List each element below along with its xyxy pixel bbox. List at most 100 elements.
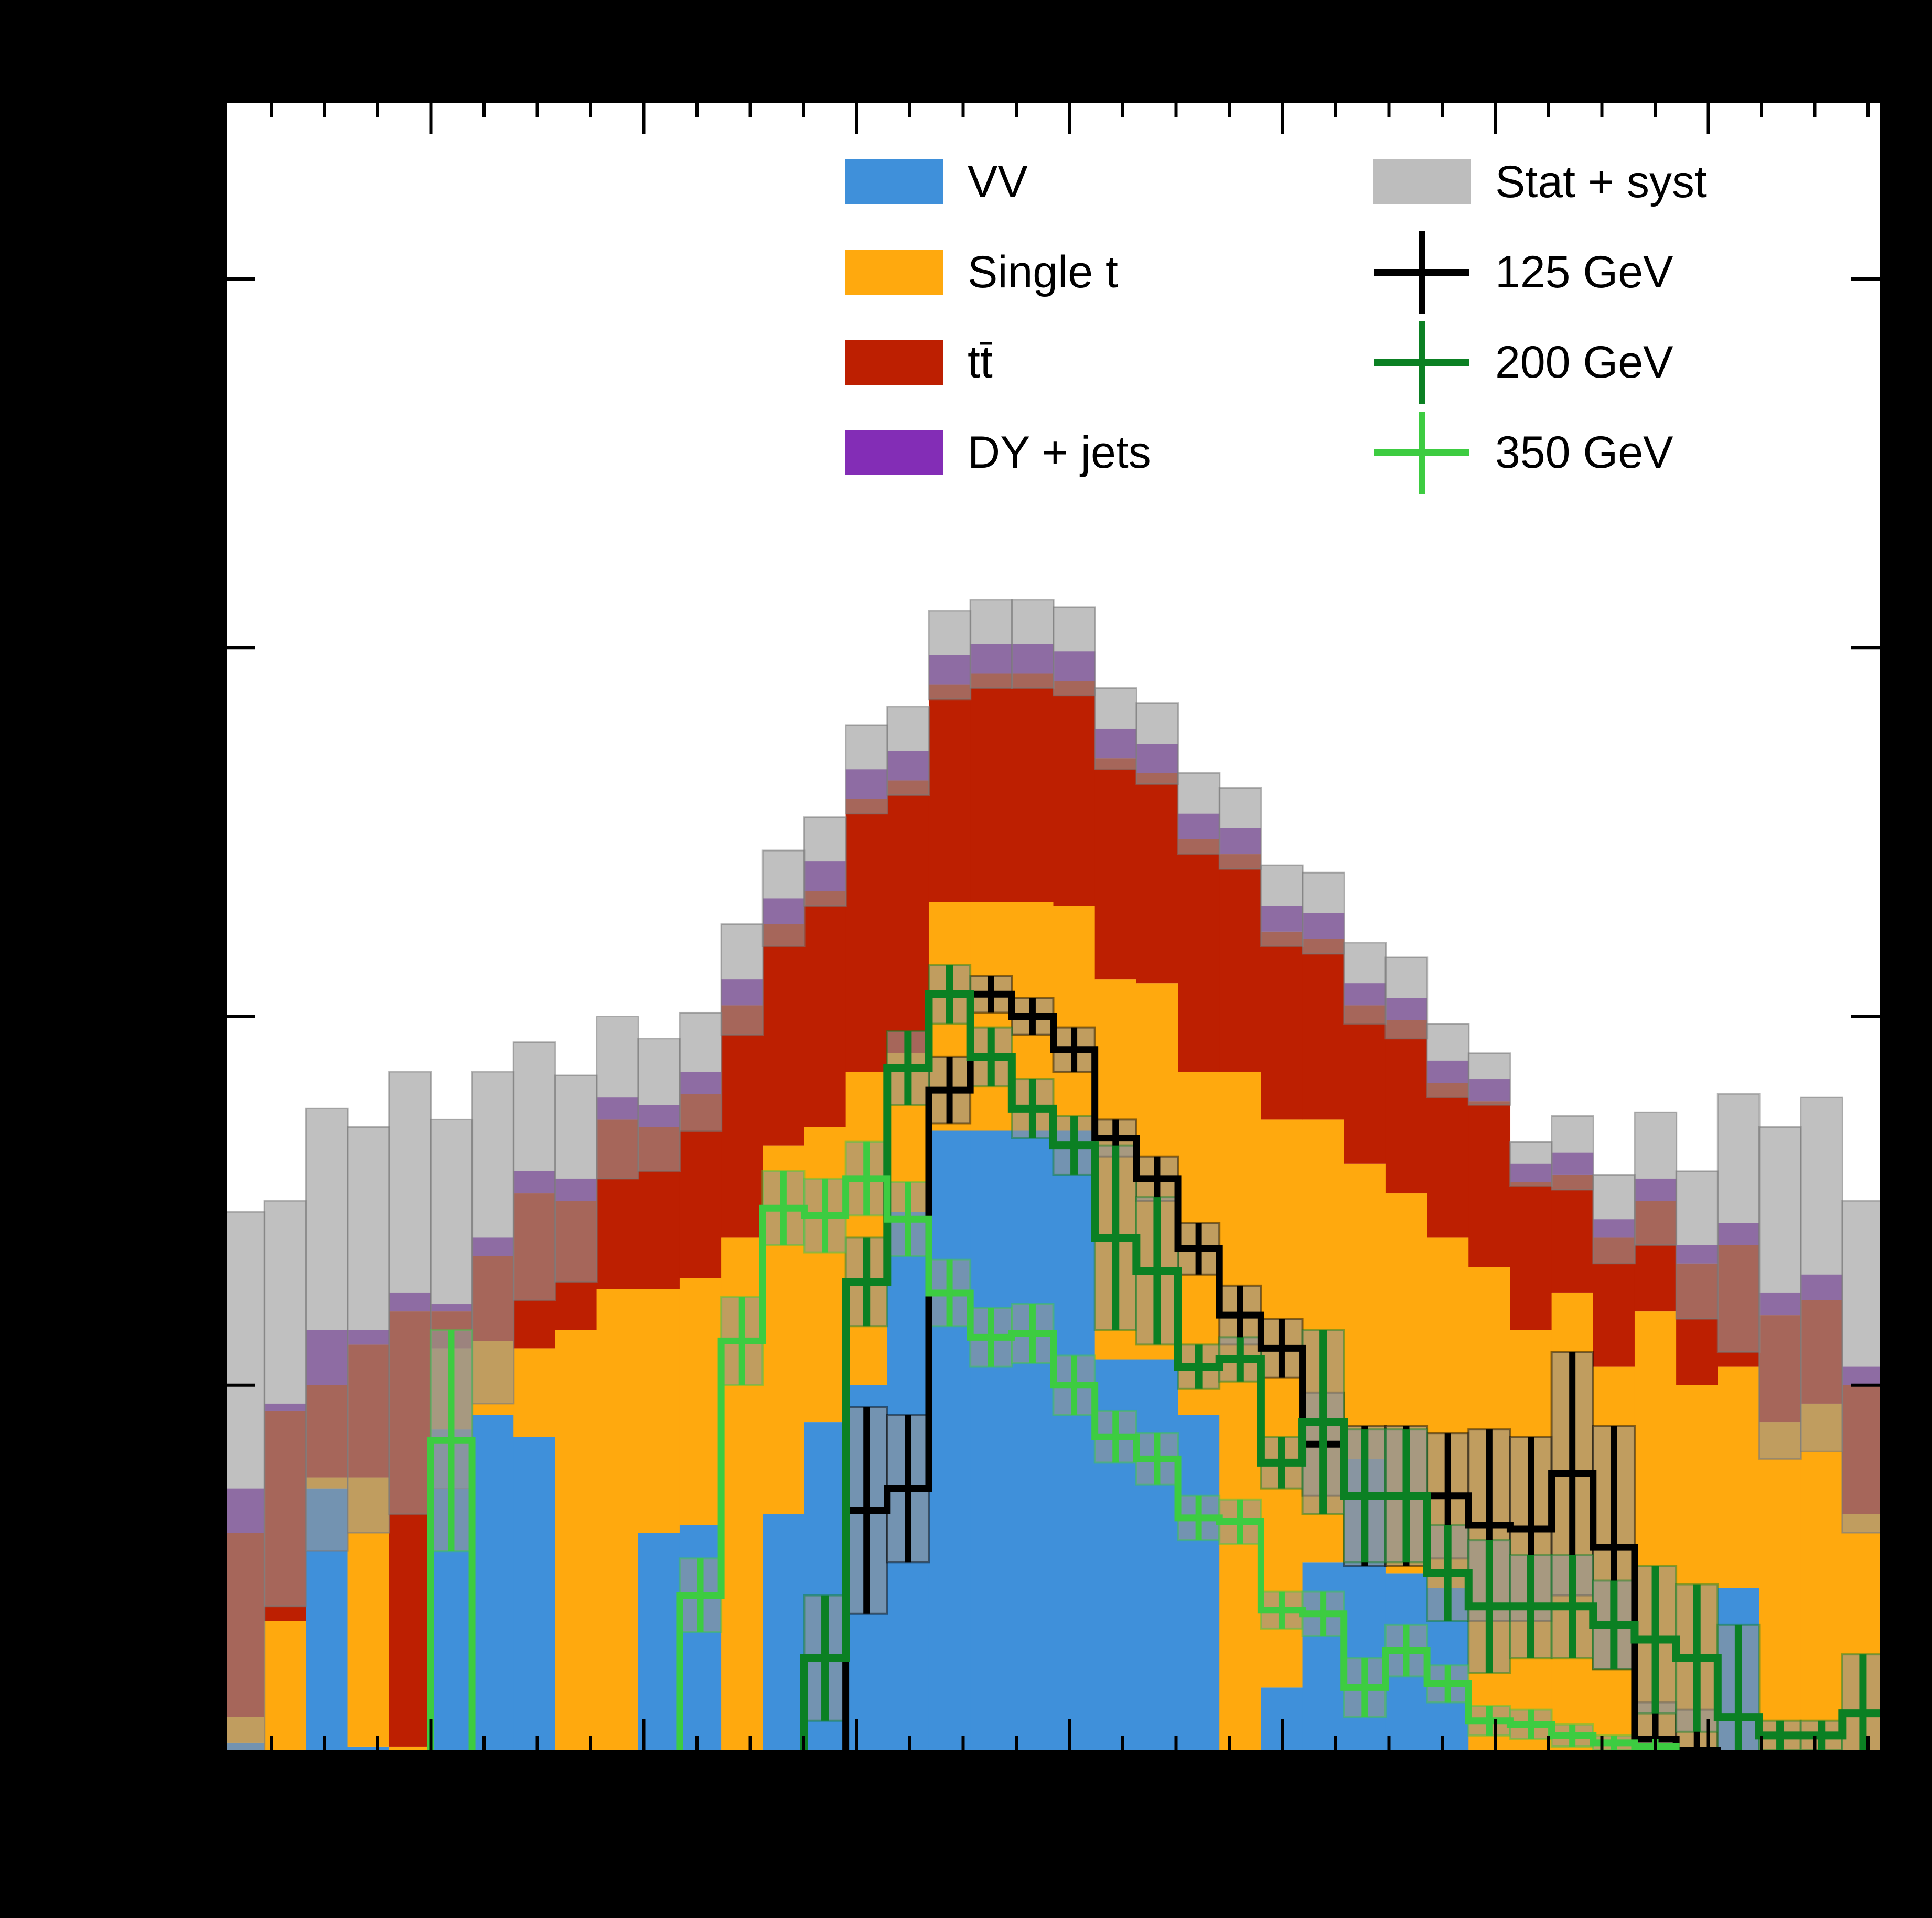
stack-bar: [264, 1621, 306, 1754]
stack-bar: [970, 902, 1012, 1131]
stat-syst-band: [223, 1211, 266, 1754]
legend-cross-350gev-icon: [1419, 412, 1425, 494]
stack-bar: [763, 1514, 805, 1754]
stat-syst-band: [471, 1071, 515, 1405]
stat-syst-band: [305, 1107, 349, 1552]
stack-bar: [970, 673, 1012, 902]
stack-bar: [721, 1005, 763, 1238]
stack-bar: [970, 1130, 1012, 1754]
stat-syst-band: [1426, 1023, 1470, 1098]
stat-syst-band: [637, 1038, 681, 1172]
legend-label-200gev: 200 GeV: [1495, 337, 1673, 387]
legend-label-single-t: Single t: [968, 247, 1118, 297]
stat-syst-band: [263, 1200, 307, 1608]
stack-bar: [596, 1289, 639, 1754]
stat-syst-band: [1218, 786, 1262, 870]
stat-syst-band: [1094, 687, 1137, 770]
stack-bar: [1800, 1403, 1843, 1754]
stat-syst-band: [720, 923, 764, 1036]
legend-cross-125gev-icon: [1419, 231, 1425, 314]
legend-label-125gev: 125 GeV: [1495, 247, 1673, 297]
stack-bar: [1261, 931, 1303, 1120]
stat-syst-band: [1634, 1111, 1678, 1246]
stack-bar: [555, 1330, 597, 1754]
stat-syst-band: [1592, 1174, 1636, 1265]
stack-bar: [1427, 1083, 1469, 1238]
stat-syst-band: [845, 724, 888, 815]
stack-bar: [1385, 1020, 1427, 1194]
legend-label-vv: VV: [968, 157, 1028, 207]
legend-cross-200gev-icon: [1419, 321, 1425, 404]
stat-syst-band: [1675, 1170, 1719, 1320]
stat-syst-band: [969, 599, 1013, 689]
legend-label-dy-jets: DY + jets: [968, 427, 1151, 478]
stat-syst-band: [1011, 599, 1055, 689]
stat-syst-band: [1384, 956, 1429, 1040]
stat-syst-band: [679, 1011, 723, 1132]
stat-syst-band: [1302, 871, 1345, 955]
stat-syst-band: [1800, 1096, 1843, 1452]
legend-swatch-single-t: [845, 250, 943, 295]
stack-bar: [1012, 1130, 1054, 1754]
stack-bar: [513, 1437, 555, 1754]
stack-bar: [1468, 1101, 1511, 1267]
stack-bar: [1302, 939, 1345, 1120]
stack-bar: [1510, 1182, 1552, 1330]
stat-syst-band: [886, 706, 930, 796]
stack-bar: [1759, 1422, 1801, 1754]
stat-syst-band: [554, 1074, 598, 1283]
stat-syst-band: [1716, 1093, 1761, 1353]
stack-bar: [845, 1071, 888, 1385]
stack-bar: [1178, 1415, 1220, 1754]
stack-bar: [1094, 758, 1137, 980]
stat-syst-band: [1841, 1200, 1884, 1534]
stack-bar: [845, 799, 888, 1072]
stack-bar: [1053, 681, 1096, 906]
stat-syst-band: [512, 1041, 556, 1301]
stack-bar: [1219, 1071, 1261, 1754]
stack-bar: [804, 1127, 846, 1423]
stack-bar: [1718, 1366, 1760, 1588]
stack-bar: [1344, 1163, 1386, 1459]
plot-frame: [223, 100, 1884, 1754]
stat-syst-band: [1343, 942, 1387, 1025]
stack-bar: [928, 684, 971, 902]
stat-syst-band: [1758, 1126, 1802, 1460]
stack-bar: [513, 1348, 555, 1437]
stat-syst-band: [596, 1016, 639, 1180]
legend-label-stat-syst: Stat + syst: [1495, 157, 1707, 207]
signal-line: [676, 1175, 1680, 1752]
stack-bar: [472, 1415, 514, 1754]
stack-bar: [638, 1533, 680, 1754]
stack-bar: [887, 780, 929, 1053]
signal-line: [800, 990, 1884, 1752]
stack-bar: [1053, 1130, 1096, 1754]
stat-syst-band: [803, 816, 847, 907]
stat-syst-band: [1177, 772, 1221, 855]
stack-bar: [1136, 773, 1178, 984]
legend-label-350gev: 350 GeV: [1495, 427, 1673, 478]
stack-bar: [638, 1289, 680, 1533]
chart-canvas: [223, 100, 1884, 1754]
legend-swatch-ttbar: [845, 340, 943, 385]
legend-swatch-dy-jets: [845, 430, 943, 475]
stat-syst-band: [347, 1126, 390, 1534]
legend-label-ttbar: tt̄: [968, 337, 993, 387]
stat-syst-band: [1551, 1115, 1594, 1191]
stat-syst-band: [928, 610, 972, 701]
stat-syst-band: [388, 1071, 432, 1515]
stack-bar: [804, 891, 846, 1127]
stack-bar: [679, 1278, 722, 1525]
stat-syst-band: [761, 849, 806, 947]
stack-bar: [763, 924, 805, 1146]
legend-swatch-stat-syst: [1373, 159, 1471, 204]
stack-bar: [1219, 854, 1261, 1072]
stack-bar: [1178, 839, 1220, 1072]
stack-bar: [1551, 1174, 1594, 1293]
stat-syst-band: [1509, 1141, 1553, 1187]
legend-swatch-vv: [845, 159, 943, 204]
stat-syst-band: [1053, 606, 1096, 697]
stack-bar: [1012, 673, 1054, 902]
stack-bar: [1344, 1005, 1386, 1164]
